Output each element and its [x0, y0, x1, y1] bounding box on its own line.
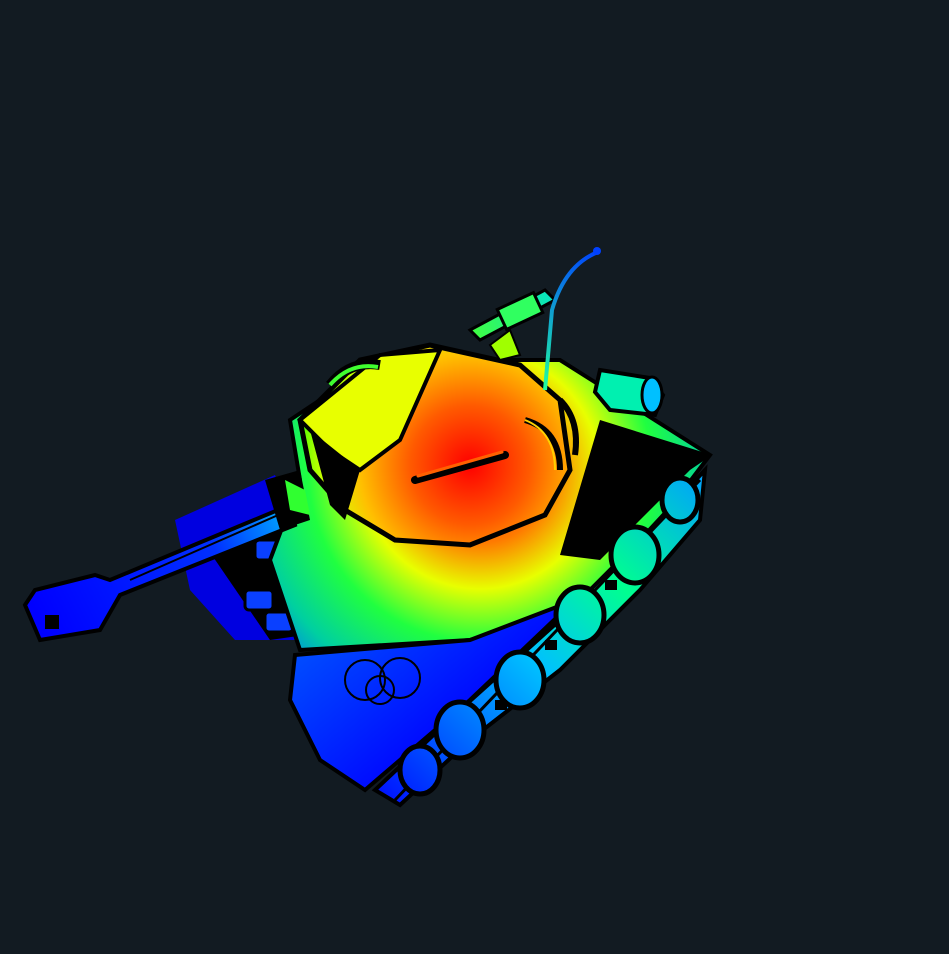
- turret: [297, 342, 579, 548]
- front-fender: [265, 470, 310, 530]
- right-fender: [560, 420, 712, 560]
- antenna: [543, 250, 599, 391]
- main-gun: [22, 502, 298, 643]
- right-track: [371, 464, 708, 808]
- machine-gun: [467, 288, 558, 362]
- fuel-drum: [592, 367, 666, 418]
- antenna-tip: [593, 247, 601, 255]
